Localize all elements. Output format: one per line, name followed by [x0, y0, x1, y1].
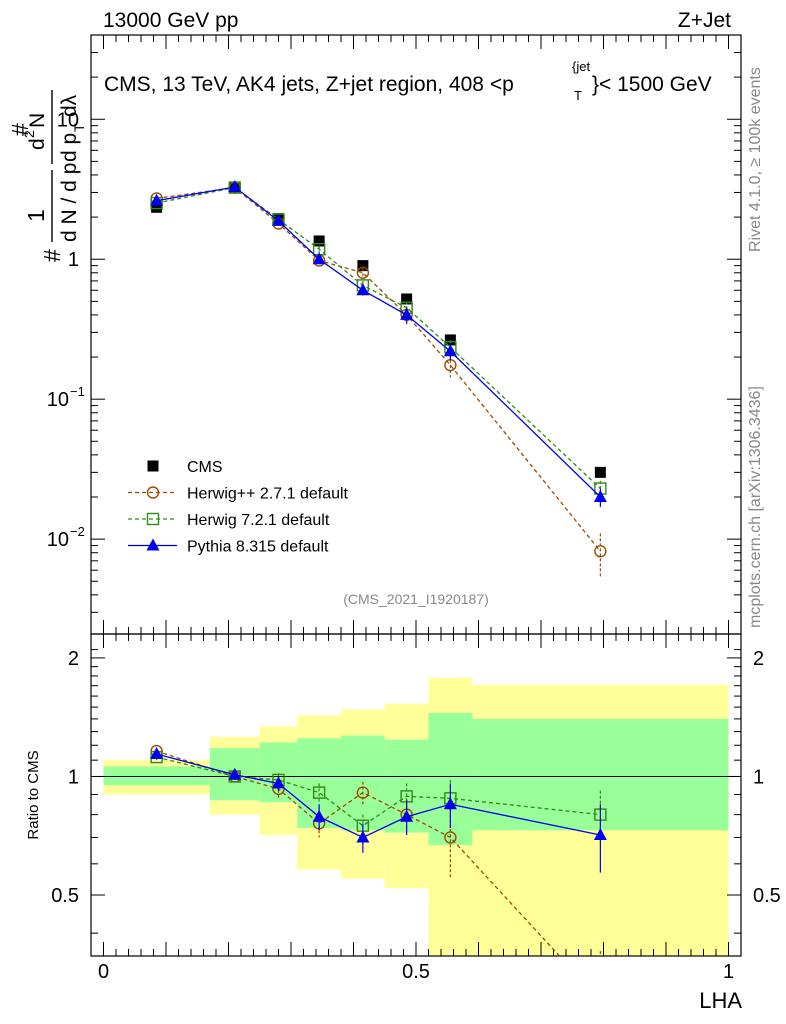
ratio-tick-label-right: 1 — [753, 766, 764, 788]
data-point — [151, 201, 163, 213]
ratio-line — [156, 750, 561, 956]
x-tick-label: 0.5 — [402, 961, 430, 983]
x-tick-label: 1 — [723, 961, 734, 983]
y-tick-label: 10 — [47, 389, 69, 411]
legend-marker — [146, 538, 160, 551]
data-point — [356, 283, 370, 296]
ratio-line — [156, 753, 601, 839]
data-point — [357, 260, 369, 272]
legend-entry: CMS — [147, 459, 223, 476]
ratio-point — [356, 786, 370, 799]
data-point — [594, 466, 606, 478]
header-energy: 13000 GeV pp — [103, 9, 238, 32]
ratio-point — [400, 809, 414, 822]
analysis-id: (CMS_2021_I1920187) — [343, 591, 489, 607]
ratio-point — [444, 831, 457, 844]
green-band-bin — [103, 766, 210, 786]
data-point — [228, 180, 242, 193]
legend-label: Herwig 7.2.1 default — [187, 512, 330, 529]
svg-text:#: # — [7, 123, 33, 136]
y-tick-label: 10 — [47, 529, 69, 551]
ratio-series-triangle — [150, 747, 607, 873]
series-line — [156, 186, 601, 489]
svg-text:d: d — [26, 138, 49, 150]
svg-text:d N / d p: d N / d p — [58, 163, 81, 242]
svg-text:d p: d p — [58, 133, 81, 162]
data-point — [593, 490, 607, 503]
ratio-tick-label-left: 2 — [68, 648, 79, 670]
green-band-bin — [259, 742, 298, 803]
series-triangle — [150, 180, 607, 507]
data-point — [313, 235, 325, 247]
ratio-line — [156, 756, 601, 827]
y-tick-exponent: −1 — [70, 384, 85, 399]
ratio-series — [150, 744, 607, 1006]
chart-title: CMS, 13 TeV, AK4 jets, Z+jet region, 408… — [104, 59, 712, 103]
ratio-point — [312, 786, 326, 799]
ratio-point — [228, 767, 242, 780]
svg-text:}< 1500 GeV: }< 1500 GeV — [592, 73, 712, 96]
y-tick-exponent: −2 — [70, 524, 85, 539]
svg-text:#: # — [39, 249, 65, 262]
svg-text:N: N — [26, 113, 49, 128]
legend-entry: Pythia 8.315 default — [128, 538, 329, 556]
data-point — [401, 293, 413, 305]
y-axis-label: # 1 d N / d p # d 2 N d p T dλ — [7, 90, 87, 262]
svg-text:1: 1 — [23, 209, 49, 222]
data-point — [400, 307, 414, 320]
legend-label: Herwig++ 2.7.1 default — [187, 486, 349, 503]
ratio-tick-label-left: 1 — [68, 766, 79, 788]
ratio-point — [356, 830, 370, 843]
legend-marker — [146, 512, 160, 526]
legend-entry: Herwig 7.2.1 default — [128, 512, 330, 529]
ratio-y-axis-label: Ratio to CMS — [25, 750, 42, 839]
legend-entry: Herwig++ 2.7.1 default — [128, 486, 349, 503]
svg-text:2: 2 — [21, 130, 37, 138]
data-point — [312, 252, 326, 265]
mcplots-label: mcplots.cern.ch [arXiv:1306.3436] — [747, 386, 764, 628]
ratio-point — [593, 828, 607, 841]
x-tick-label: 0 — [98, 961, 109, 983]
svg-text:dλ: dλ — [58, 94, 81, 117]
ratio-point — [312, 809, 326, 822]
legend-marker — [146, 486, 160, 499]
series-open-square — [150, 181, 607, 498]
series-square — [151, 182, 606, 478]
ratio-point — [595, 995, 606, 1006]
svg-text:T: T — [71, 123, 87, 132]
legend-label: CMS — [187, 459, 223, 476]
data-point — [594, 545, 607, 558]
data-point — [443, 344, 457, 357]
ratio-tick-label-right: 0.5 — [753, 885, 781, 907]
svg-text:{jet: {jet — [572, 59, 590, 74]
data-series — [150, 180, 607, 577]
legend-marker — [147, 460, 159, 472]
y-tick-label: 1 — [68, 249, 79, 271]
data-point — [272, 213, 285, 226]
ratio-tick-label-left: 0.5 — [51, 885, 79, 907]
y-tick-label: 10 — [57, 109, 79, 131]
svg-text:T: T — [574, 88, 582, 103]
svg-text:CMS, 13 TeV, AK4 jets, Z+jet r: CMS, 13 TeV, AK4 jets, Z+jet region, 408… — [104, 73, 514, 96]
ratio-point — [443, 797, 457, 810]
ratio-point — [150, 747, 164, 760]
ratio-point — [272, 776, 285, 789]
series-line — [156, 186, 601, 498]
ratio-tick-label-right: 2 — [753, 648, 764, 670]
legend-label: Pythia 8.315 default — [187, 539, 329, 556]
header-process: Z+Jet — [678, 9, 731, 32]
x-axis-label: LHA — [699, 988, 742, 1013]
data-point — [356, 266, 370, 279]
rivet-version-label: Rivet 4.1.0, ≥ 100k events — [747, 67, 764, 252]
data-point — [150, 193, 164, 206]
legend: CMS Herwig++ 2.7.1 default Herwig 7.2.1 de… — [128, 459, 349, 556]
